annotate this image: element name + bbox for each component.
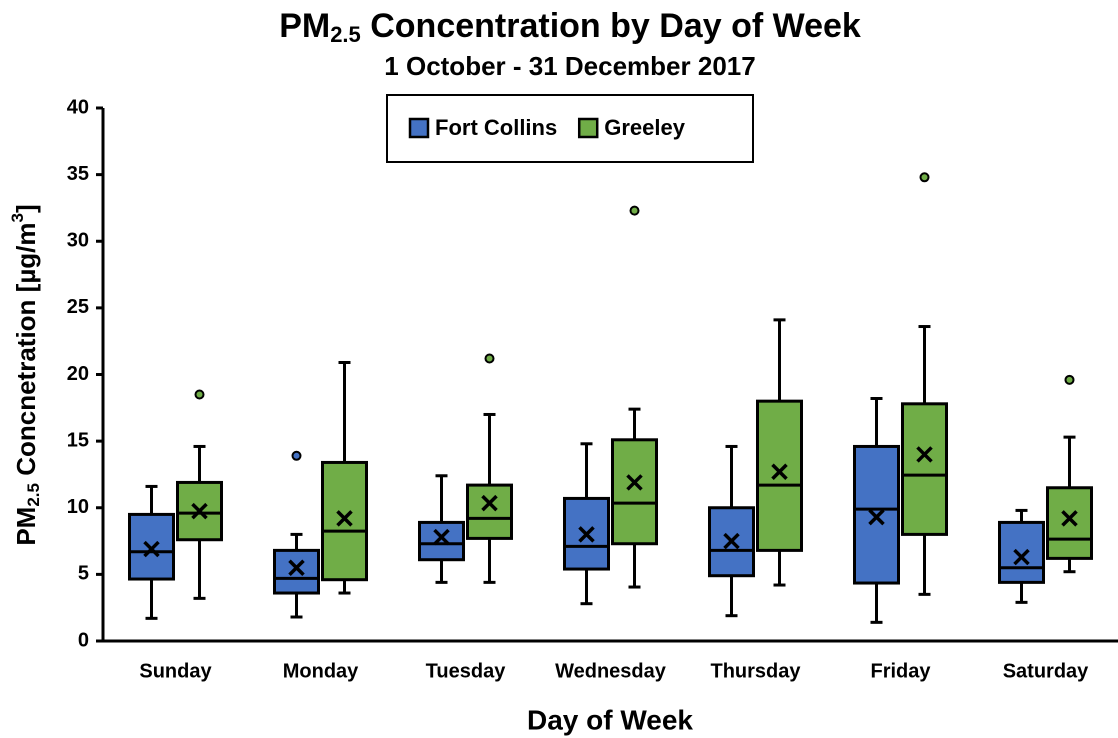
- y-title-sub: 2.5: [24, 483, 43, 507]
- y-tick-label: 25: [67, 296, 89, 318]
- box: [273, 548, 320, 595]
- mean-marker: [723, 532, 740, 550]
- outlier: [484, 353, 495, 364]
- mean-marker: [578, 526, 595, 543]
- box: [466, 483, 513, 540]
- y-title-rest: Concnetration [µg/m: [11, 222, 41, 483]
- y-tick-label: 5: [78, 563, 89, 585]
- box: [901, 402, 948, 536]
- x-tick-label: Friday: [870, 660, 931, 682]
- y-tick-label: 40: [67, 96, 89, 118]
- legend-box: [386, 94, 754, 163]
- mean-marker: [1061, 510, 1078, 527]
- chart-subtitle: 1 October - 31 December 2017: [384, 51, 755, 81]
- mean-marker: [336, 510, 353, 527]
- legend-swatch: [577, 117, 599, 139]
- box: [611, 438, 658, 546]
- outlier: [629, 205, 640, 216]
- box: [321, 460, 368, 582]
- y-tick-label: 0: [78, 629, 89, 651]
- box: [998, 520, 1045, 584]
- y-axis-title: PM2.5 Concnetration [µg/m3]: [8, 204, 43, 545]
- y-title-end: ]: [11, 204, 41, 213]
- chart-title: PM2.5 Concentration by Day of Week: [279, 7, 861, 47]
- mean-marker: [916, 446, 933, 463]
- legend-label: Greeley: [604, 115, 685, 140]
- mean-marker: [626, 474, 643, 491]
- y-title-sup: 3: [8, 213, 27, 222]
- y-tick-label: 35: [67, 163, 89, 185]
- mean-marker: [1013, 548, 1030, 566]
- mean-marker: [143, 540, 160, 558]
- mean-marker: [433, 528, 450, 546]
- legend-swatch: [408, 117, 430, 139]
- y-tick-label: 10: [67, 496, 89, 518]
- title-rest: Concentration by Day of Week: [361, 7, 861, 45]
- mean-marker: [868, 508, 885, 526]
- title-main: PM: [279, 7, 330, 45]
- x-tick-label: Wednesday: [555, 660, 667, 682]
- y-tick-label: 15: [67, 429, 89, 451]
- y-tick-label: 20: [67, 363, 89, 385]
- mean-marker: [771, 463, 788, 481]
- mean-marker: [191, 502, 208, 520]
- box: [1046, 486, 1093, 560]
- box: [756, 399, 803, 552]
- title-sub: 2.5: [330, 22, 361, 47]
- mean-marker: [481, 494, 498, 512]
- box: [708, 506, 755, 578]
- outlier: [194, 389, 205, 400]
- outlier: [919, 172, 930, 183]
- x-axis-title: Day of Week: [527, 704, 693, 735]
- legend-label: Fort Collins: [435, 115, 557, 140]
- outlier: [1064, 374, 1075, 385]
- x-tick-label: Sunday: [139, 660, 212, 682]
- x-tick-label: Monday: [283, 660, 359, 682]
- outlier: [291, 450, 302, 461]
- x-tick-label: Saturday: [1003, 660, 1089, 682]
- x-tick-label: Thursday: [710, 660, 801, 682]
- y-title-main: PM: [11, 507, 41, 546]
- box: [418, 520, 465, 562]
- mean-marker: [288, 559, 305, 576]
- y-tick-label: 30: [67, 230, 89, 252]
- x-tick-label: Tuesday: [426, 660, 507, 682]
